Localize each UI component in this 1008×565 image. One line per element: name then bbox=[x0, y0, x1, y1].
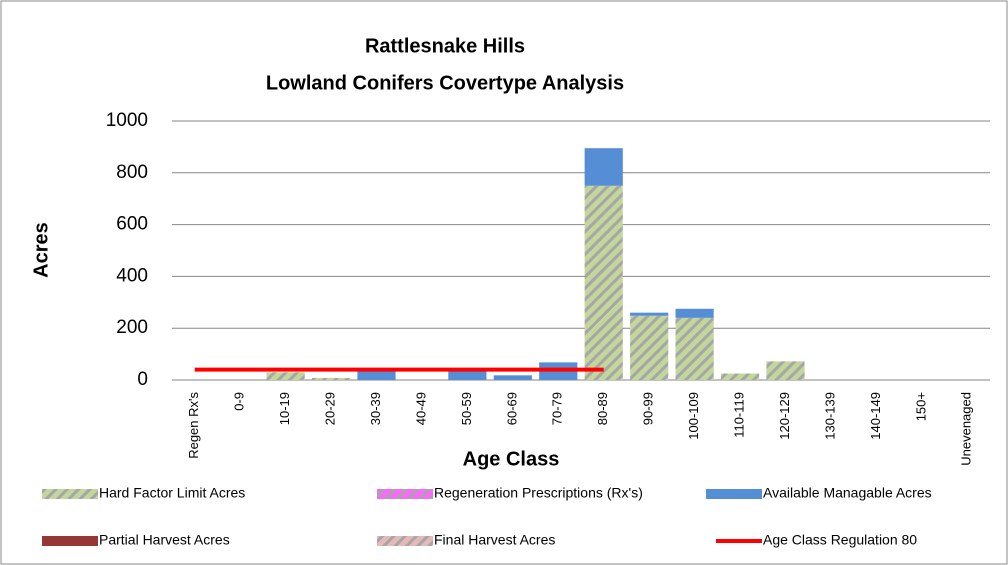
legend-label: Age Class Regulation 80 bbox=[763, 532, 917, 548]
x-tick-label: Regen Rx's bbox=[186, 392, 201, 459]
legend-label: Partial Harvest Acres bbox=[99, 532, 230, 548]
y-tick-label: 0 bbox=[137, 369, 148, 390]
y-tick-label: 400 bbox=[116, 265, 148, 286]
x-tick-label: 10-19 bbox=[277, 392, 292, 425]
y-tick-label: 800 bbox=[116, 162, 148, 183]
chart-title: Rattlesnake Hills bbox=[365, 35, 525, 57]
y-tick-label: 200 bbox=[116, 317, 148, 338]
x-tick-label: 140-149 bbox=[868, 392, 883, 440]
bar bbox=[584, 148, 623, 186]
bar bbox=[493, 375, 532, 380]
bar bbox=[630, 312, 669, 316]
bar bbox=[357, 370, 396, 380]
y-tick-label: 1000 bbox=[106, 110, 148, 131]
x-tick-label: 150+ bbox=[913, 392, 928, 421]
x-tick-label: 110-119 bbox=[731, 392, 746, 438]
legend-label: Available Managable Acres bbox=[763, 485, 932, 501]
legend-swatch bbox=[42, 489, 98, 499]
bar bbox=[766, 361, 805, 380]
bar bbox=[266, 372, 305, 380]
bar bbox=[448, 370, 487, 380]
legend-swatch bbox=[706, 489, 762, 499]
x-tick-label: 90-99 bbox=[641, 392, 656, 425]
x-tick-label: 40-49 bbox=[413, 392, 428, 425]
legend-swatch bbox=[377, 536, 433, 546]
x-tick-label: 80-89 bbox=[595, 392, 610, 425]
bar bbox=[630, 315, 669, 380]
legend-label: Regeneration Prescriptions (Rx's) bbox=[434, 485, 643, 501]
x-tick-label: 50-59 bbox=[459, 392, 474, 425]
x-tick-label: 70-79 bbox=[550, 392, 565, 425]
legend-swatch bbox=[42, 536, 98, 546]
x-tick-label: 30-39 bbox=[368, 392, 383, 425]
bar bbox=[675, 308, 714, 318]
legend-label: Hard Factor Limit Acres bbox=[99, 485, 245, 501]
bar bbox=[720, 373, 760, 380]
bar bbox=[584, 185, 623, 380]
bar bbox=[675, 317, 714, 380]
x-tick-label: 130-139 bbox=[822, 392, 837, 440]
legend-label: Final Harvest Acres bbox=[434, 532, 555, 548]
x-tick-label: 60-69 bbox=[504, 392, 519, 425]
x-tick-label: 0-9 bbox=[232, 392, 247, 411]
y-axis-title: Acres bbox=[30, 222, 52, 278]
legend-swatch bbox=[377, 489, 433, 499]
x-tick-label: 20-29 bbox=[322, 392, 337, 425]
x-tick-label: 100-109 bbox=[686, 392, 701, 440]
x-tick-label: Unevenaged bbox=[959, 392, 974, 466]
y-tick-label: 600 bbox=[116, 214, 148, 235]
bar bbox=[311, 377, 351, 380]
chart-title: Lowland Conifers Covertype Analysis bbox=[266, 72, 624, 94]
x-tick-label: 120-129 bbox=[777, 392, 792, 440]
x-axis-title: Age Class bbox=[463, 448, 560, 470]
